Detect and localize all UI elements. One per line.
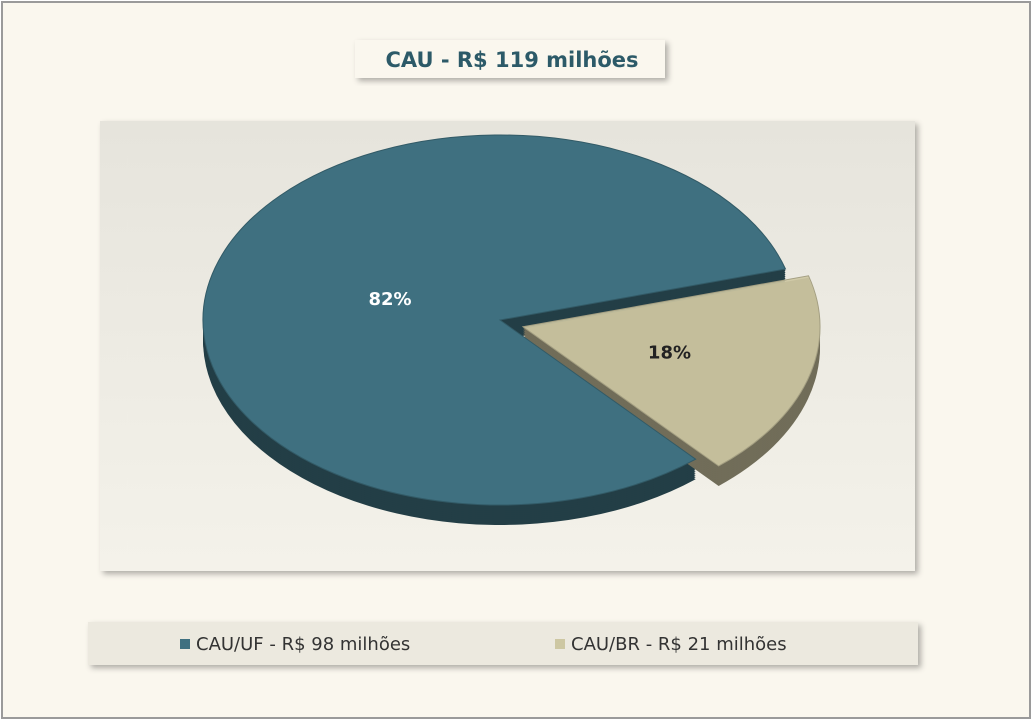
legend-label: CAU/BR - R$ 21 milhões xyxy=(571,634,787,655)
slice xyxy=(521,275,821,467)
legend-label: CAU/UF - R$ 98 milhões xyxy=(196,634,410,655)
data-label: 82% xyxy=(368,289,411,310)
title-box xyxy=(355,40,665,78)
legend-swatch xyxy=(555,639,565,649)
legend-box xyxy=(88,622,918,665)
data-label: 18% xyxy=(648,343,691,364)
pie xyxy=(202,134,821,525)
chart-title: CAU - R$ 119 milhões xyxy=(385,48,638,72)
legend-swatch xyxy=(180,639,190,649)
slice xyxy=(202,134,787,506)
